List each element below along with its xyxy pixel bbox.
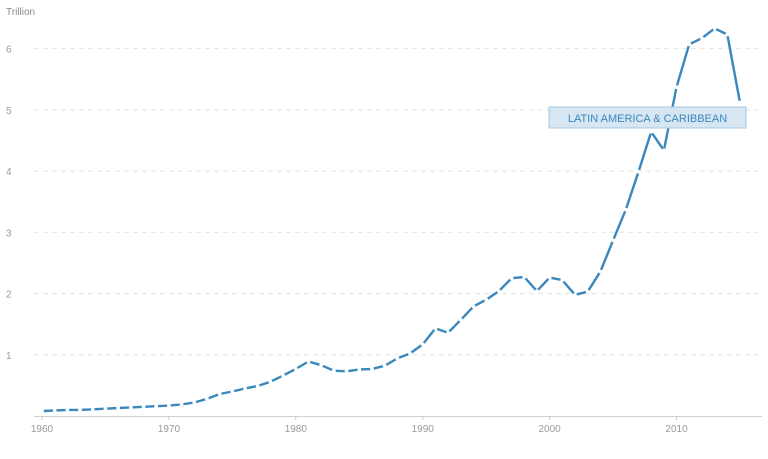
y-axis-unit-label: Trillion bbox=[6, 7, 35, 18]
data-point[interactable] bbox=[446, 330, 451, 335]
data-point[interactable] bbox=[661, 148, 666, 153]
data-point[interactable] bbox=[205, 396, 209, 401]
data-point[interactable] bbox=[535, 289, 539, 293]
data-point[interactable] bbox=[116, 406, 121, 410]
data-point[interactable] bbox=[725, 32, 730, 37]
data-point[interactable] bbox=[573, 292, 577, 297]
data-point[interactable] bbox=[90, 407, 95, 412]
data-point[interactable] bbox=[331, 368, 336, 373]
data-point[interactable] bbox=[255, 384, 260, 388]
x-tick-label: 2010 bbox=[665, 424, 688, 435]
data-point[interactable] bbox=[319, 363, 324, 368]
data-point[interactable] bbox=[598, 269, 603, 274]
data-point[interactable] bbox=[217, 392, 222, 396]
data-point[interactable] bbox=[408, 351, 412, 356]
y-tick-label: 4 bbox=[6, 167, 12, 178]
data-point[interactable] bbox=[649, 129, 654, 134]
data-point[interactable] bbox=[522, 275, 527, 279]
data-point[interactable] bbox=[547, 275, 552, 280]
data-point[interactable] bbox=[65, 407, 70, 412]
data-point[interactable] bbox=[687, 42, 692, 47]
data-point[interactable] bbox=[611, 238, 615, 243]
series-labels: LATIN AMERICA & CARIBBEAN bbox=[548, 106, 747, 129]
series-lines bbox=[40, 26, 742, 414]
data-point[interactable] bbox=[560, 278, 565, 282]
data-point[interactable] bbox=[357, 367, 362, 372]
data-point[interactable] bbox=[674, 85, 679, 90]
data-point[interactable] bbox=[52, 408, 57, 413]
y-tick-label: 1 bbox=[6, 351, 12, 362]
data-point[interactable] bbox=[192, 400, 197, 405]
x-tick-label: 1970 bbox=[158, 424, 181, 435]
data-point[interactable] bbox=[420, 342, 425, 347]
data-point[interactable] bbox=[230, 389, 235, 394]
y-tick-label: 5 bbox=[6, 106, 12, 117]
x-tick-label: 1990 bbox=[412, 424, 435, 435]
data-point[interactable] bbox=[281, 373, 286, 378]
y-tick-labels: 1 2 3 4 5 6 bbox=[6, 45, 12, 362]
data-point[interactable] bbox=[179, 402, 184, 407]
data-point[interactable] bbox=[293, 366, 298, 371]
x-tick-label: 1960 bbox=[31, 424, 54, 435]
data-point[interactable] bbox=[623, 207, 628, 212]
data-point[interactable] bbox=[458, 317, 463, 322]
data-point[interactable] bbox=[636, 169, 641, 174]
series-label-box bbox=[548, 106, 747, 129]
data-point[interactable] bbox=[243, 386, 247, 391]
y-tick-label: 2 bbox=[6, 290, 12, 301]
y-tick-label: 3 bbox=[6, 228, 12, 239]
data-point[interactable] bbox=[509, 276, 514, 281]
data-point[interactable] bbox=[141, 404, 146, 409]
y-tick-label: 6 bbox=[6, 45, 12, 56]
x-tick-labels: 1960 1970 1980 1990 2000 2010 bbox=[31, 416, 688, 435]
data-point[interactable] bbox=[268, 379, 273, 384]
data-point[interactable] bbox=[382, 363, 387, 368]
data-point[interactable] bbox=[167, 403, 171, 408]
data-point[interactable] bbox=[395, 356, 400, 361]
data-point[interactable] bbox=[370, 366, 374, 371]
data-point[interactable] bbox=[78, 407, 82, 412]
data-point[interactable] bbox=[585, 289, 590, 294]
data-point[interactable] bbox=[103, 406, 108, 411]
gridlines bbox=[34, 48, 762, 356]
series-line[interactable] bbox=[41, 27, 742, 413]
data-point[interactable] bbox=[40, 409, 44, 414]
x-tick-label: 1980 bbox=[285, 424, 308, 435]
data-point[interactable] bbox=[712, 26, 717, 31]
data-point[interactable] bbox=[433, 326, 438, 331]
x-tick-label: 2000 bbox=[539, 424, 562, 435]
data-point[interactable] bbox=[700, 36, 704, 41]
data-point[interactable] bbox=[306, 359, 311, 364]
series-label: LATIN AMERICA & CARIBBEAN bbox=[568, 113, 727, 125]
data-point[interactable] bbox=[496, 289, 501, 293]
data-point[interactable] bbox=[154, 404, 159, 409]
data-point[interactable] bbox=[484, 297, 489, 302]
data-point[interactable] bbox=[738, 100, 742, 105]
data-point[interactable] bbox=[128, 405, 133, 410]
data-point[interactable] bbox=[344, 369, 349, 374]
data-point[interactable] bbox=[471, 304, 476, 309]
